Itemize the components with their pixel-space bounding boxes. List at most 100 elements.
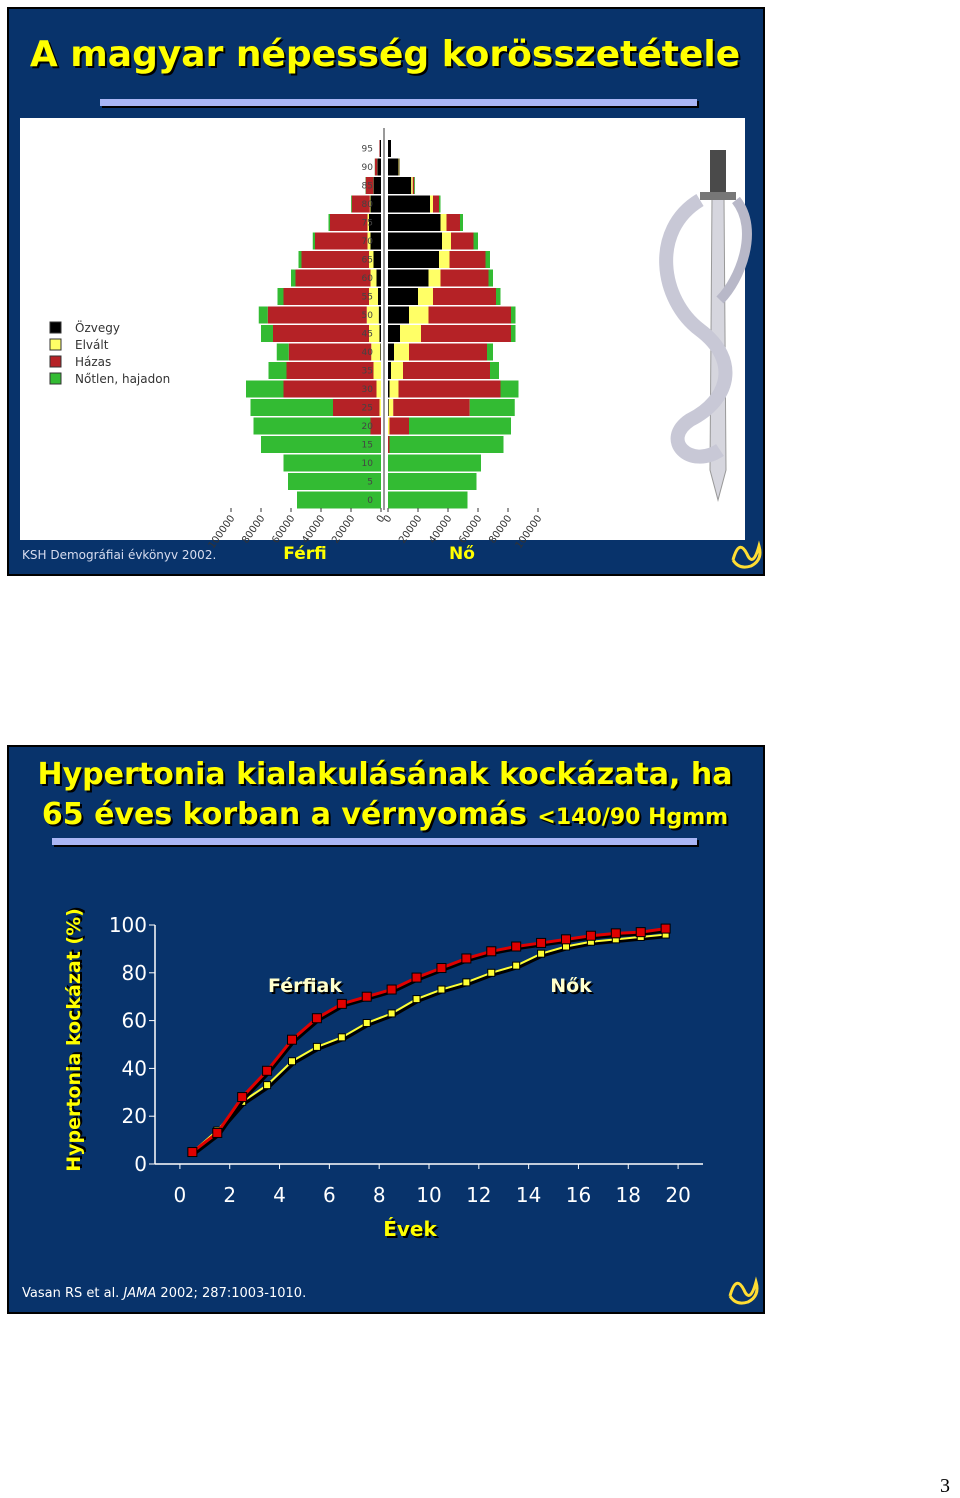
bar-female: [488, 269, 493, 287]
x-tick-label: 18: [616, 1183, 641, 1207]
bar-female: [388, 362, 391, 379]
bar-female: [388, 140, 391, 157]
y-tick-label: 60: [122, 1009, 147, 1033]
y-tick-label: 20: [122, 1104, 147, 1128]
bar-male: [283, 454, 381, 472]
point-marker: [536, 937, 547, 948]
bar-female: [485, 251, 490, 268]
source-part: JAMA: [120, 1286, 156, 1301]
legend-label: Elvált: [75, 338, 109, 352]
point-marker: [361, 991, 372, 1002]
x-tick-label: 2: [223, 1183, 236, 1207]
source-part: Vasan RS et al.: [22, 1286, 123, 1301]
bar-male: [253, 417, 371, 435]
point-marker: [437, 985, 446, 994]
bar-male: [288, 473, 381, 490]
x-tick-label: 12: [466, 1183, 491, 1207]
y-tick-label: 90: [362, 163, 374, 173]
point-marker: [436, 963, 447, 974]
bar-female: [446, 214, 460, 231]
bar-female: [439, 195, 441, 213]
y-tick-label: 95: [362, 145, 373, 155]
bar-female: [388, 436, 390, 453]
x-tick-label: 0: [382, 513, 395, 525]
bar-male: [377, 158, 381, 176]
bar-female: [500, 380, 519, 398]
bar-female: [388, 454, 481, 472]
x-tick-label: 0: [174, 1183, 187, 1207]
bar-male: [315, 232, 368, 250]
bar-female: [433, 288, 496, 305]
y-tick-label: 25: [362, 404, 373, 414]
bar-male: [351, 195, 370, 213]
y-tick-label: 10: [362, 459, 374, 469]
bar-female: [388, 288, 418, 305]
y-tick-label: 85: [362, 182, 373, 192]
bar-female: [496, 288, 501, 305]
logo: [728, 1276, 759, 1305]
bar-male: [373, 177, 381, 194]
bar-female: [388, 491, 468, 509]
source-part: 2002; 287:1003-1010.: [156, 1286, 306, 1301]
bar-male: [367, 214, 369, 231]
legend-swatch: [49, 355, 62, 368]
bar-female: [394, 343, 409, 361]
bar-male: [298, 251, 302, 268]
y-tick-label: 5: [367, 478, 373, 488]
bar-female: [403, 362, 490, 379]
bar-female: [412, 177, 415, 194]
point-marker: [412, 995, 421, 1004]
bar-male: [369, 288, 378, 305]
y-axis-label: Hypertonia kockázat (%): [63, 908, 85, 1172]
title-line: 65 éves korban a vérnyomás: [42, 797, 538, 832]
logo: [731, 540, 762, 569]
point-marker: [287, 1034, 297, 1045]
bar-female: [418, 288, 433, 305]
bar-female: [388, 399, 394, 416]
title-rule: [52, 838, 697, 845]
bar-female: [388, 214, 441, 231]
x-tick-label: 10: [416, 1183, 441, 1207]
bar-male: [267, 306, 367, 324]
bar-female: [389, 380, 399, 398]
point-marker: [337, 1033, 346, 1042]
bar-female: [428, 306, 511, 324]
bar-female: [487, 343, 493, 361]
source-note: KSH Demográfiai évkönyv 2002.: [22, 548, 216, 562]
point-marker: [362, 1018, 371, 1027]
bar-male: [351, 195, 352, 213]
point-marker: [336, 998, 347, 1009]
point-marker: [660, 923, 671, 934]
bar-female: [428, 269, 441, 287]
bar-male: [379, 399, 381, 416]
slide-title: Hypertonia kialakulásának kockázata, ha: [38, 757, 733, 792]
bar-female: [398, 380, 501, 398]
legend-label: Özvegy: [75, 319, 120, 335]
bar-male: [297, 491, 381, 509]
bar-male: [367, 232, 371, 250]
chart-panel: [20, 118, 745, 540]
slide-title: 65 éves korban a vérnyomás <140/90 Hgmm: [42, 797, 728, 832]
y-tick-label: 40: [362, 348, 374, 358]
point-marker: [585, 930, 596, 941]
bar-male: [371, 343, 381, 361]
y-tick-label: 50: [362, 311, 374, 321]
bar-female: [511, 325, 516, 342]
bar-female: [440, 214, 447, 231]
bar-male: [333, 399, 380, 416]
bar-male: [370, 232, 381, 250]
point-marker: [610, 928, 621, 939]
point-marker: [411, 972, 422, 983]
legend-label: Nőtlen, hajadon: [75, 372, 170, 386]
bar-male: [328, 214, 330, 231]
bar-female: [511, 306, 516, 324]
bar-male: [369, 251, 374, 268]
bar-male: [369, 214, 381, 231]
bar-male: [365, 177, 374, 194]
bar-female: [388, 417, 390, 435]
x-tick-label: 20: [665, 1183, 690, 1207]
bar-male: [378, 306, 381, 324]
y-tick-label: 65: [362, 256, 373, 266]
bar-male: [380, 343, 381, 361]
